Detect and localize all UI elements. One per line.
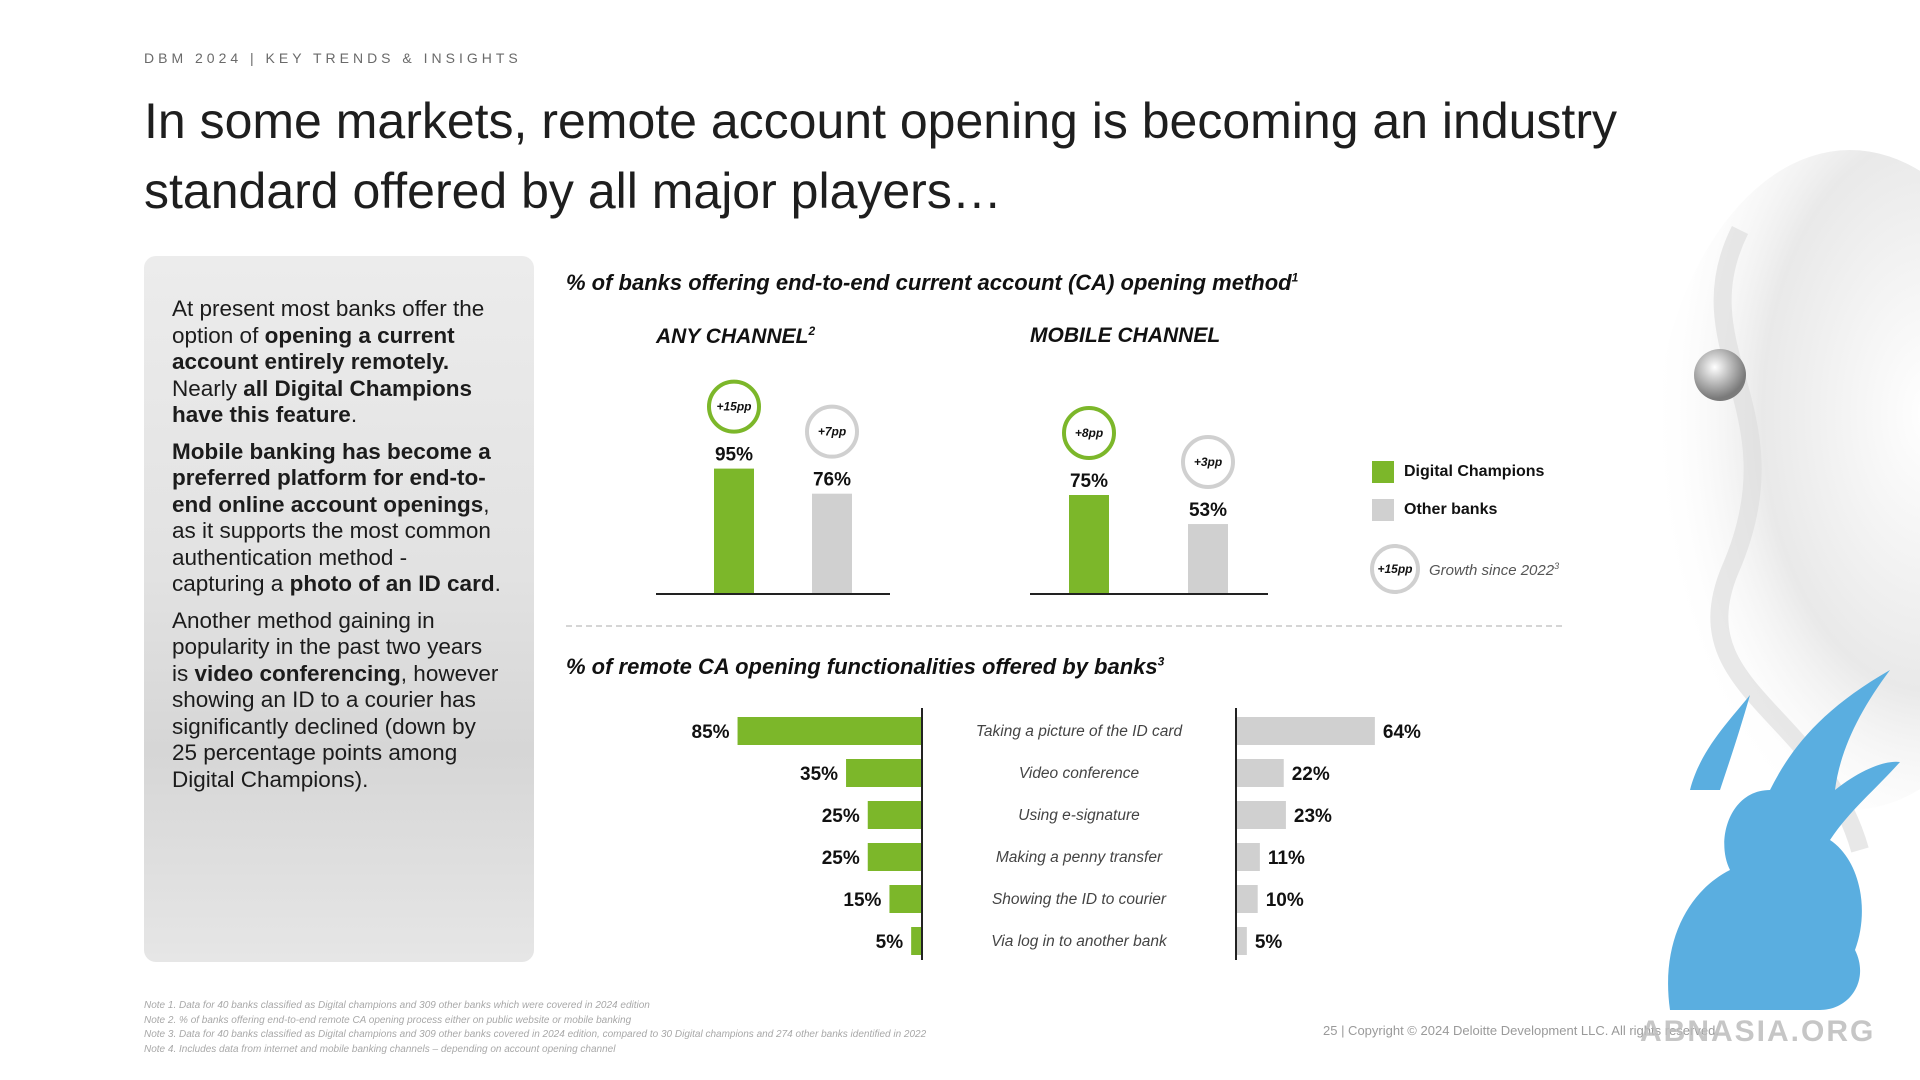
bar-mobile-channel-others <box>1188 524 1228 594</box>
value-label-any-channel-others: 76% <box>813 470 851 491</box>
bar-others-id-photo <box>1236 717 1375 745</box>
value-label-others-id-photo: 64% <box>1383 722 1421 743</box>
bar-champions-bank-login <box>911 927 922 955</box>
footnotes: Note 1. Data for 40 banks classified as … <box>144 999 926 1057</box>
value-label-others-id-courier: 10% <box>1266 890 1304 911</box>
decorative-splash-graphic <box>1650 150 1920 1010</box>
value-label-champions-e-signature: 25% <box>822 806 860 827</box>
value-label-champions-bank-login: 5% <box>876 932 904 953</box>
category-label-video-conference: Video conference <box>1019 765 1140 782</box>
growth-badge-any-channel-others-ring <box>805 404 859 459</box>
footnote-3: Note 3. Data for 40 banks classified as … <box>144 1029 927 1040</box>
bar-others-video-conference <box>1236 759 1284 787</box>
insight-panel: At present most banks offer the option o… <box>144 256 534 962</box>
legend-growth-label: Growth since 20223 <box>1429 561 1560 579</box>
chart-title-any-channel: ANY CHANNEL2 <box>656 324 816 348</box>
bar-others-bank-login <box>1236 927 1247 955</box>
value-label-any-channel-champions: 95% <box>715 445 753 466</box>
bar-mobile-channel-champions <box>1069 495 1109 594</box>
value-label-mobile-channel-champions: 75% <box>1070 471 1108 492</box>
header-kicker: DBM 2024 | KEY TRENDS & INSIGHTS <box>144 50 522 66</box>
value-label-others-e-signature: 23% <box>1294 806 1332 827</box>
bar-champions-id-courier <box>889 885 922 913</box>
bar-champions-e-signature <box>867 801 922 829</box>
value-label-champions-id-photo: 85% <box>692 722 730 743</box>
bar-others-e-signature <box>1236 801 1286 829</box>
category-label-id-courier: Showing the ID to courier <box>992 891 1167 908</box>
growth-badge-mobile-channel-champions-label: +8pp <box>1075 426 1103 440</box>
insight-paragraph-3: Another method gaining in popularity in … <box>172 607 499 792</box>
copyright-text: 25 | Copyright © 2024 Deloitte Developme… <box>1323 1023 1719 1038</box>
decorative-sphere <box>1694 349 1746 401</box>
section-divider <box>566 625 1562 627</box>
watermark-text: ABNASIA.ORG <box>1640 1015 1876 1048</box>
category-label-bank-login: Via log in to another bank <box>991 933 1168 950</box>
section-title-functionalities: % of remote CA opening functionalities o… <box>566 654 1165 679</box>
insight-paragraph-2: Mobile banking has become a preferred pl… <box>172 438 501 597</box>
bar-others-penny-transfer <box>1236 843 1260 871</box>
legend-growth-badge: +15pp <box>1370 544 1420 594</box>
griffin-logo <box>1668 670 1900 1010</box>
value-label-others-penny-transfer: 11% <box>1268 848 1305 869</box>
value-label-champions-penny-transfer: 25% <box>822 848 860 869</box>
growth-badge-any-channel-others-label: +7pp <box>818 425 846 439</box>
insight-paragraph-1: At present most banks offer the option o… <box>172 296 485 427</box>
page-title: In some markets, remote account opening … <box>144 93 1617 219</box>
chart-title-mobile-channel: MOBILE CHANNEL <box>1030 324 1221 347</box>
footnote-2: Note 2. % of banks offering end-to-end r… <box>144 1014 632 1026</box>
bar-champions-penny-transfer <box>867 843 922 871</box>
value-label-others-bank-login: 5% <box>1255 932 1283 953</box>
footnote-1: Note 1. Data for 40 banks classified as … <box>144 1000 650 1011</box>
legend-item-others: Other banks <box>1372 499 1497 521</box>
bar-any-channel-champions <box>714 468 754 594</box>
growth-badge-mobile-channel-others-label: +3pp <box>1194 455 1222 469</box>
value-label-mobile-channel-others: 53% <box>1189 500 1227 521</box>
growth-badge-any-channel-champions-label: +15pp <box>716 400 751 414</box>
legend-swatch-champions <box>1372 461 1394 483</box>
category-label-id-photo: Taking a picture of the ID card <box>976 723 1184 740</box>
category-label-penny-transfer: Making a penny transfer <box>996 849 1163 866</box>
bar-others-id-courier <box>1236 885 1258 913</box>
footnote-4: Note 4. Includes data from internet and … <box>144 1043 616 1055</box>
growth-badge-any-channel-champions-ring <box>707 379 761 434</box>
value-label-others-video-conference: 22% <box>1292 764 1330 785</box>
growth-badge-mobile-channel-others-ring <box>1181 435 1235 490</box>
bar-any-channel-others <box>812 493 852 594</box>
section-title-opening-method: % of banks offering end-to-end current a… <box>566 270 1299 295</box>
growth-badge-mobile-channel-champions-ring <box>1062 406 1116 460</box>
legend-swatch-others <box>1372 499 1394 521</box>
category-label-e-signature: Using e-signature <box>1018 807 1140 824</box>
bar-champions-video-conference <box>846 759 922 787</box>
bar-champions-id-photo <box>737 717 922 745</box>
value-label-champions-video-conference: 35% <box>800 764 838 785</box>
value-label-champions-id-courier: 15% <box>843 890 881 911</box>
insight-text: At present most banks offer the option o… <box>172 296 502 803</box>
legend-item-champions: Digital Champions <box>1372 461 1544 483</box>
